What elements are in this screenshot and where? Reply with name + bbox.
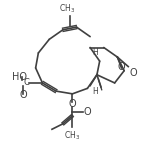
Text: O: O: [20, 90, 27, 100]
Text: CH$_3$: CH$_3$: [59, 2, 75, 15]
Text: C: C: [23, 78, 29, 87]
Text: H: H: [92, 49, 98, 57]
Text: O: O: [69, 99, 76, 109]
Text: O: O: [84, 107, 91, 117]
Text: O: O: [129, 68, 137, 78]
Text: HO: HO: [12, 72, 27, 82]
Text: CH$_3$: CH$_3$: [64, 129, 80, 142]
Text: H: H: [92, 87, 98, 96]
Text: O: O: [118, 62, 125, 72]
